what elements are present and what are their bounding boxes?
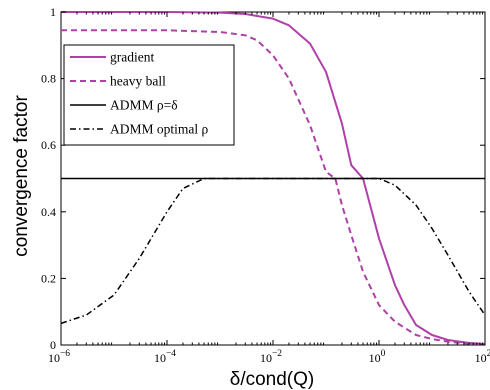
y-tick-label: 0.4: [41, 205, 56, 219]
x-axis-title: δ/cond(Q): [230, 369, 315, 390]
legend: gradient heavy ball ADMM ρ=δ ADMM optimal ρ: [63, 44, 235, 146]
legend-box: [63, 44, 235, 146]
series-line-1: [61, 29, 486, 346]
x-tick-label: 100: [369, 349, 386, 365]
legend-label-0: gradient: [110, 50, 154, 65]
ticks-layer: 10−6 10−4 10−2 100 102 0 0.2 0.4 0.6 0.8 1: [41, 5, 490, 365]
x-tick-label: 102: [475, 349, 490, 365]
series-line-3: [60, 177, 486, 325]
y-tick-label: 0.2: [41, 271, 56, 285]
legend-label-1: heavy ball: [110, 74, 166, 89]
x-tick-label: 10−2: [260, 349, 282, 365]
y-tick-label: 0: [50, 338, 56, 352]
y-tick-label: 0.8: [41, 72, 56, 86]
x-tick-label: 10−4: [154, 349, 176, 365]
legend-label-3: ADMM optimal ρ: [110, 122, 209, 137]
y-tick-label: 1: [50, 5, 56, 19]
legend-label-2: ADMM ρ=δ: [110, 98, 178, 113]
y-axis-title: convergence factor: [11, 95, 32, 257]
y-tick-label: 0.6: [41, 138, 56, 152]
x-tick-label: 10−6: [48, 349, 70, 365]
